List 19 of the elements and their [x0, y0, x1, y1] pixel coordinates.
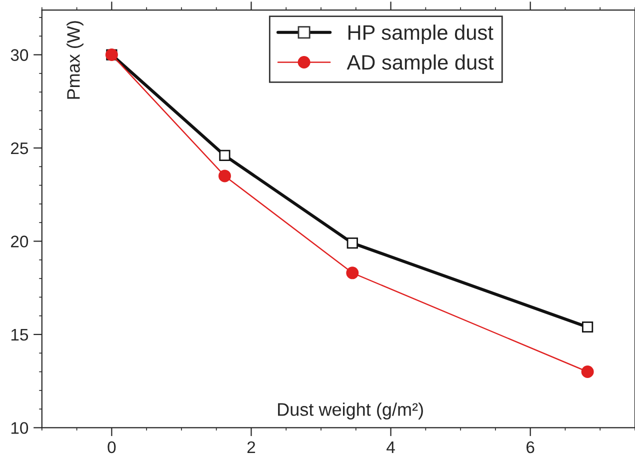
- x-tick-label: 4: [386, 442, 395, 453]
- y-tick-label: 10: [11, 422, 28, 434]
- point: [346, 238, 358, 249]
- y-tick-label: 15: [11, 329, 28, 341]
- legend-label: HP sample dust: [348, 24, 494, 44]
- x-tick-label: 2: [247, 441, 256, 453]
- legend-label: AD sample dust: [346, 54, 494, 74]
- y-tick-label: 25: [11, 142, 28, 154]
- point: [581, 366, 594, 378]
- x-tick-label: 6: [526, 441, 534, 454]
- y-tick-label: 20: [11, 236, 28, 248]
- y-tick-label: 30: [10, 49, 28, 61]
- y-axis-title: Pmax (W): [66, 21, 84, 99]
- x-axis-title: Dust weight (g/m²): [278, 402, 423, 420]
- point: [218, 170, 231, 182]
- point: [582, 321, 594, 333]
- x-tick-label: 0: [108, 441, 116, 454]
- point: [219, 150, 230, 162]
- point: [346, 266, 359, 280]
